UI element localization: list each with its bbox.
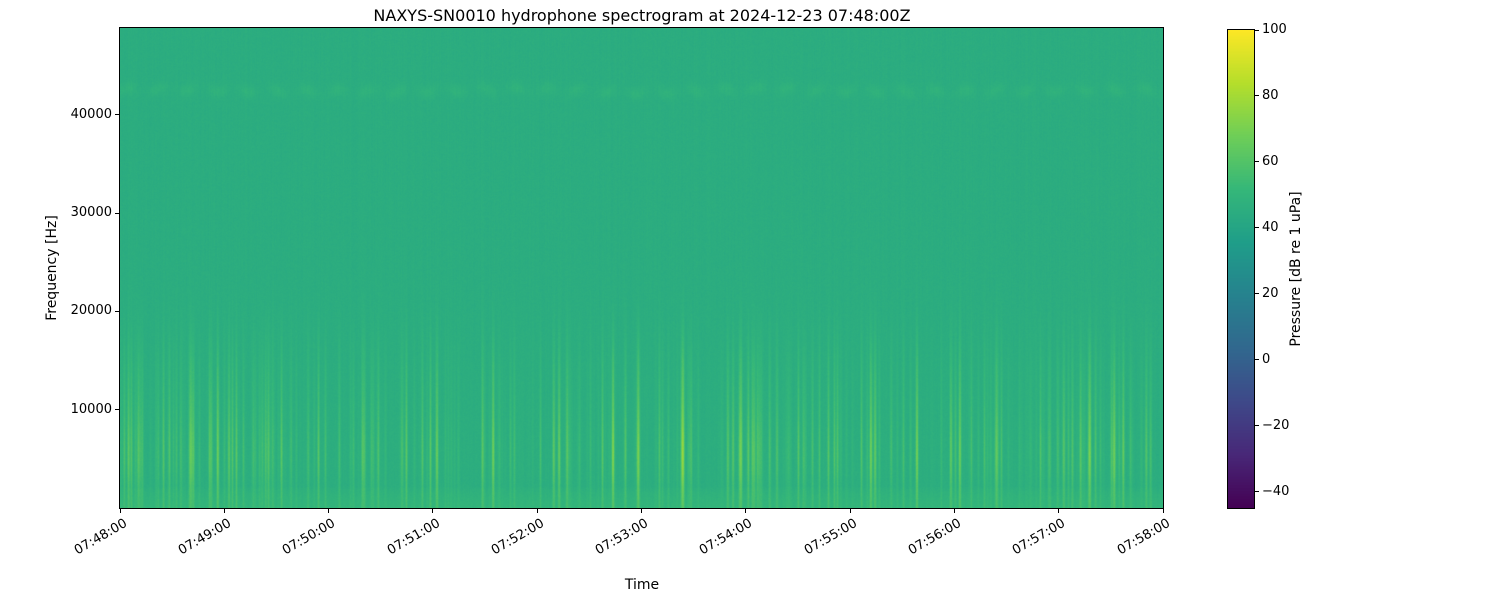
colorbar-tick-mark [1255, 359, 1259, 361]
y-tick-label: 30000 [70, 205, 112, 221]
colorbar-tick-label: 40 [1262, 219, 1279, 235]
colorbar-label: Pressure [dB re 1 uPa] [1288, 191, 1304, 347]
x-tick-mark [536, 509, 538, 513]
x-tick-label: 07:49:00 [175, 516, 234, 559]
colorbar-tick-label: 60 [1262, 153, 1279, 169]
x-tick-mark [432, 509, 434, 513]
colorbar-tick-mark [1255, 227, 1259, 229]
colorbar-tick-label: −20 [1262, 417, 1290, 433]
x-tick-mark [119, 509, 121, 513]
x-tick-label: 07:51:00 [384, 516, 443, 559]
x-tick-label: 07:58:00 [1114, 516, 1173, 559]
x-tick-mark [849, 509, 851, 513]
colorbar-tick-label: 0 [1262, 351, 1271, 367]
colorbar-tick-mark [1255, 29, 1259, 31]
y-axis-label: Frequency [Hz] [44, 215, 60, 321]
y-tick-label: 20000 [70, 303, 112, 319]
x-tick-mark [1162, 509, 1164, 513]
chart-title: NAXYS-SN0010 hydrophone spectrogram at 2… [373, 6, 911, 25]
colorbar-tick-mark [1255, 425, 1259, 427]
x-tick-mark [223, 509, 225, 513]
y-tick-label: 40000 [70, 106, 112, 122]
colorbar-tick-label: 20 [1262, 285, 1279, 301]
colorbar-tick-label: −40 [1262, 483, 1290, 499]
colorbar-tick-mark [1255, 95, 1259, 97]
x-tick-label: 07:57:00 [1010, 516, 1069, 559]
x-axis-label: Time [624, 577, 660, 593]
colorbar-tick-mark [1255, 161, 1259, 163]
spectrogram-heatmap-canvas [119, 27, 1164, 509]
colorbar-tick-mark [1255, 491, 1259, 493]
x-tick-mark [328, 509, 330, 513]
colorbar-tick-label: 80 [1262, 87, 1279, 103]
x-tick-label: 07:53:00 [592, 516, 651, 559]
x-tick-mark [1058, 509, 1060, 513]
colorbar-tick-label: 100 [1262, 22, 1287, 37]
y-tick-label: 10000 [70, 401, 112, 417]
x-tick-label: 07:54:00 [697, 516, 756, 559]
y-tick-mark [115, 114, 119, 116]
y-tick-mark [115, 409, 119, 411]
x-tick-label: 07:48:00 [71, 516, 130, 559]
x-tick-label: 07:50:00 [280, 516, 339, 559]
colorbar-tick-mark [1255, 293, 1259, 295]
x-tick-label: 07:52:00 [488, 516, 547, 559]
y-tick-mark [115, 212, 119, 214]
x-tick-label: 07:55:00 [801, 516, 860, 559]
y-tick-mark [115, 310, 119, 312]
x-tick-mark [641, 509, 642, 513]
colorbar-gradient-canvas [1227, 29, 1255, 509]
x-tick-mark [745, 509, 747, 513]
x-tick-label: 07:56:00 [905, 516, 964, 559]
x-tick-mark [953, 509, 955, 513]
